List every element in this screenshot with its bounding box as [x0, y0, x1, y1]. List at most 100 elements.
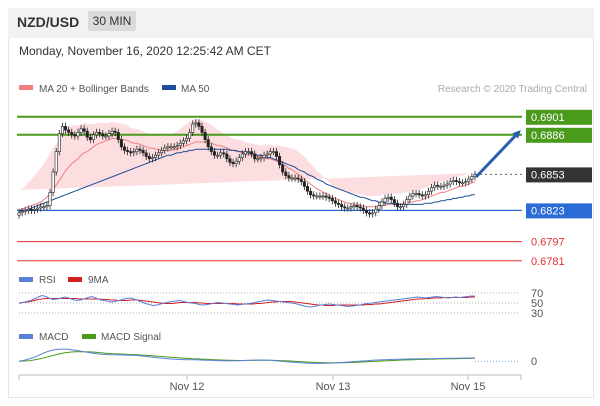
candle-body [321, 195, 325, 198]
candle-body [175, 145, 179, 148]
candle-body [60, 126, 64, 134]
candle-body [70, 132, 74, 136]
price-level-tag [526, 167, 592, 183]
candle-body [188, 132, 192, 139]
candle-body [141, 150, 145, 154]
candle-body [54, 151, 58, 173]
candle-body [64, 126, 68, 131]
candle-body [17, 212, 21, 216]
candle-body [333, 200, 337, 204]
candle-body [309, 190, 313, 196]
candle-body [327, 196, 331, 199]
candle-body [104, 135, 108, 138]
candle-body [135, 148, 139, 152]
candle-body [358, 206, 362, 209]
candle-body [138, 148, 142, 151]
price-legend: MA 20 + Bollinger Bands MA 50 [19, 84, 210, 95]
candle-body [448, 181, 452, 185]
candle-body [194, 122, 198, 125]
candle-body [426, 190, 430, 196]
candle-body [278, 156, 282, 166]
candle-body [76, 132, 80, 137]
candle-body [144, 152, 148, 157]
candle-body [206, 139, 210, 148]
candle-body [237, 157, 241, 162]
candle-body [417, 193, 421, 196]
ma20-legend-label: MA 20 + Bollinger Bands [39, 84, 149, 95]
candle-body [212, 151, 216, 156]
candle-body [228, 158, 232, 163]
candle-body [113, 130, 117, 133]
candle-body [392, 199, 396, 204]
candle-body [380, 201, 384, 206]
candle-body [20, 211, 24, 214]
rsi-ma-legend-swatch [68, 277, 82, 282]
candle-body [166, 146, 170, 149]
candle-body [234, 160, 238, 164]
candle-body [36, 207, 40, 210]
rsi-line [18, 294, 475, 308]
candle-body [340, 204, 344, 208]
candle-body [451, 180, 455, 182]
candle-body [33, 208, 37, 211]
macd-signal-legend-label: MACD Signal [101, 332, 161, 343]
candle-body [48, 192, 52, 206]
candle-body [436, 184, 440, 187]
candle-body [82, 128, 86, 132]
candle-body [163, 147, 167, 151]
price-level-label: 0.6797 [531, 237, 565, 249]
price-levels [17, 115, 522, 262]
candle-body [287, 175, 291, 179]
candle-body [150, 157, 154, 160]
price-level-labels: 0.6901 0.6886 0.6853 0.6823 0.6797 0.6781 [526, 109, 592, 268]
price-level-tag [526, 203, 592, 219]
candle-body [318, 195, 322, 198]
candle-body [231, 162, 235, 164]
candle-body [315, 195, 319, 198]
candle-body [470, 176, 474, 180]
candle-body [346, 207, 350, 210]
price-level-label: 0.6781 [531, 256, 565, 268]
candle-body [200, 126, 204, 133]
candle-body [172, 146, 176, 149]
candle-body [256, 158, 260, 161]
candle-body [126, 150, 130, 152]
candle-body [243, 151, 247, 155]
timeframe-badge[interactable]: 30 MIN [88, 11, 136, 31]
candle-body [343, 206, 347, 209]
candle-body [119, 139, 123, 148]
candle-body [305, 186, 309, 192]
candle-body [42, 206, 46, 209]
candle-body [414, 193, 418, 195]
candle-body [439, 186, 443, 188]
candle-body [405, 199, 409, 205]
candle-body [290, 177, 294, 180]
candle-body [169, 146, 173, 149]
candle-body [73, 134, 77, 137]
candle-body [454, 180, 458, 182]
candle-body [361, 207, 365, 211]
candle-body [408, 195, 412, 200]
candle-body [153, 154, 157, 158]
candle-body [395, 202, 399, 208]
candlesticks [17, 119, 477, 219]
header-bar: NZD/USD 30 MIN [8, 8, 594, 38]
candle-body [197, 122, 201, 127]
candle-body [98, 132, 102, 134]
candle-body [337, 202, 341, 205]
candle-body [57, 133, 61, 152]
rsi-legend-label: RSI [39, 275, 56, 286]
candle-body [157, 152, 161, 156]
macd-signal-legend-swatch [82, 334, 96, 339]
rsi-legend-swatch [19, 277, 33, 282]
candle-body [368, 212, 372, 215]
candle-body [293, 177, 297, 180]
candle-body [26, 208, 30, 211]
candle-body [271, 151, 275, 153]
x-tick-label: Nov 13 [316, 381, 351, 393]
candle-body [160, 150, 164, 154]
currency-pair-title: NZD/USD [17, 14, 80, 30]
candle-body [51, 171, 55, 193]
